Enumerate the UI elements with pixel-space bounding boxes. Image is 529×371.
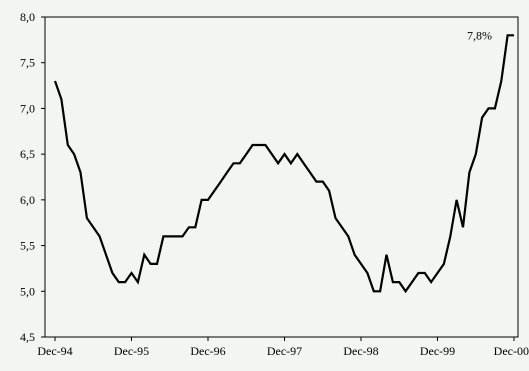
data-point xyxy=(111,272,113,274)
data-point xyxy=(328,190,330,192)
data-point xyxy=(182,235,184,237)
data-point xyxy=(150,263,152,265)
data-point xyxy=(258,144,260,146)
axes xyxy=(41,16,519,341)
data-point xyxy=(220,181,222,183)
data-point xyxy=(73,153,75,155)
data-point xyxy=(99,235,101,237)
y-tick-label: 5,5 xyxy=(20,239,35,253)
data-point xyxy=(277,162,279,164)
data-point xyxy=(175,235,177,237)
data-point xyxy=(488,107,490,109)
data-point xyxy=(207,199,209,201)
data-point xyxy=(405,290,407,292)
data-point xyxy=(430,281,432,283)
data-point xyxy=(398,281,400,283)
data-point xyxy=(162,235,164,237)
data-point xyxy=(322,181,324,183)
data-point xyxy=(296,153,298,155)
data-point xyxy=(118,281,120,283)
data-point xyxy=(169,235,171,237)
data-point xyxy=(462,226,464,228)
x-tick-label: Dec-99 xyxy=(420,344,455,358)
data-point xyxy=(456,199,458,201)
x-tick-label: Dec-95 xyxy=(114,344,149,358)
x-tick-label: Dec-98 xyxy=(343,344,378,358)
data-point xyxy=(54,80,56,82)
data-point xyxy=(481,117,483,119)
data-point xyxy=(443,263,445,265)
data-point xyxy=(67,144,69,146)
data-point xyxy=(290,162,292,164)
data-point xyxy=(201,199,203,201)
data-point xyxy=(475,153,477,155)
data-point xyxy=(424,272,426,274)
y-tick-label: 7,0 xyxy=(20,101,35,115)
data-point xyxy=(392,281,394,283)
data-point xyxy=(137,281,139,283)
x-tick-label: Dec-94 xyxy=(37,344,72,358)
y-tick-label: 5,0 xyxy=(20,284,35,298)
data-point xyxy=(309,171,311,173)
data-point xyxy=(315,181,317,183)
data-point xyxy=(188,226,190,228)
data-point xyxy=(500,80,502,82)
tick-labels: 4,5 5,0 5,5 6,0 6,5 7,0 7,5 8,0 Dec-94 Dec-95 Dec-… xyxy=(20,10,529,358)
data-point xyxy=(468,171,470,173)
data-point xyxy=(239,162,241,164)
data-point xyxy=(194,226,196,228)
data-point xyxy=(143,254,145,256)
x-tick-label: Dec-97 xyxy=(267,344,302,358)
data-point xyxy=(60,98,62,100)
data-point xyxy=(379,290,381,292)
data-point xyxy=(386,254,388,256)
data-point xyxy=(360,263,362,265)
data-point xyxy=(437,272,439,274)
data-point xyxy=(233,162,235,164)
annotations: 7,8% xyxy=(467,28,492,42)
annotation-label: 7,8% xyxy=(467,28,492,42)
data-point xyxy=(105,254,107,256)
x-tick-label: Dec-96 xyxy=(190,344,225,358)
data-point xyxy=(449,235,451,237)
y-tick-label: 6,5 xyxy=(20,147,35,161)
data-point xyxy=(284,153,286,155)
plot-area-border xyxy=(44,16,519,338)
data-point xyxy=(513,34,515,36)
data-point xyxy=(245,153,247,155)
y-tick-label: 4,5 xyxy=(20,330,35,344)
data-point xyxy=(131,272,133,274)
data-point xyxy=(124,281,126,283)
y-tick-label: 8,0 xyxy=(20,10,35,24)
data-point xyxy=(507,34,509,36)
data-point xyxy=(252,144,254,146)
data-point xyxy=(366,272,368,274)
data-point xyxy=(226,171,228,173)
x-tick-label: Dec-00 xyxy=(494,344,529,358)
data-point xyxy=(373,290,375,292)
data-point xyxy=(341,226,343,228)
y-tick-label: 7,5 xyxy=(20,56,35,70)
data-point xyxy=(271,153,273,155)
y-tick-label: 6,0 xyxy=(20,193,35,207)
data-point xyxy=(156,263,158,265)
data-point xyxy=(303,162,305,164)
series-line xyxy=(53,34,514,294)
data-point xyxy=(417,272,419,274)
data-point xyxy=(335,217,337,219)
series xyxy=(53,34,515,294)
data-point xyxy=(411,281,413,283)
data-point xyxy=(213,190,215,192)
data-point xyxy=(92,226,94,228)
data-point xyxy=(264,144,266,146)
data-point xyxy=(80,171,82,173)
data-point xyxy=(86,217,88,219)
data-point xyxy=(494,107,496,109)
data-point xyxy=(347,235,349,237)
data-point xyxy=(354,254,356,256)
